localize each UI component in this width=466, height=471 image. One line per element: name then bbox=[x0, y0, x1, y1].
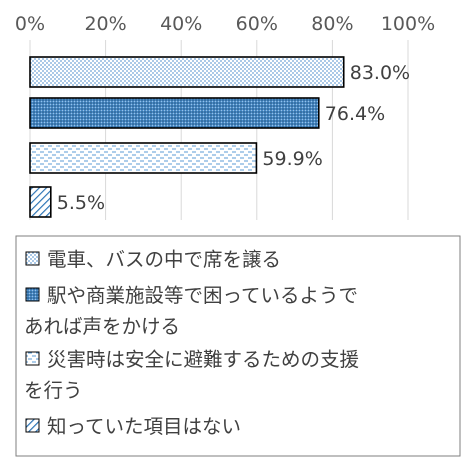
bars bbox=[29, 56, 345, 218]
x-axis-ticks: 0% 20% 40% 60% 80% 100% bbox=[15, 13, 435, 35]
legend-swatch bbox=[25, 351, 40, 366]
legend-entry-text: あれば声をかける bbox=[24, 315, 180, 338]
bar-3 bbox=[29, 142, 258, 174]
data-label: 5.5% bbox=[57, 192, 105, 214]
data-label: 59.9% bbox=[262, 148, 322, 170]
legend-entry-text: 駅や商業施設等で困っているようで bbox=[47, 284, 358, 307]
x-tick-label: 40% bbox=[160, 13, 202, 35]
x-tick-label: 60% bbox=[236, 13, 278, 35]
legend-entry-text: 電車、バスの中で席を譲る bbox=[47, 248, 281, 271]
bar-2 bbox=[29, 97, 320, 129]
data-label: 76.4% bbox=[325, 103, 385, 125]
legend-entry-text: 知っていた項目はない bbox=[47, 415, 241, 438]
data-labels: 83.0% 76.4% 59.9% 5.5% bbox=[57, 62, 410, 214]
legend-entry-text: 災害時は安全に避難するための支援 bbox=[47, 348, 359, 371]
x-tick-label: 100% bbox=[381, 13, 435, 35]
bar-1 bbox=[29, 56, 345, 88]
legend: 電車、バスの中で席を譲る駅や商業施設等で困っているようであれば声をかける災害時は… bbox=[15, 235, 461, 457]
legend-swatch bbox=[25, 287, 40, 302]
legend-entry-text: を行う bbox=[24, 379, 83, 402]
legend-box bbox=[15, 235, 461, 457]
legend-swatch bbox=[25, 418, 40, 433]
data-label: 83.0% bbox=[350, 62, 410, 84]
legend-swatch bbox=[25, 251, 40, 266]
bar-4 bbox=[29, 186, 52, 218]
x-tick-label: 80% bbox=[311, 13, 353, 35]
x-tick-label: 20% bbox=[84, 13, 126, 35]
x-tick-label: 0% bbox=[15, 13, 45, 35]
